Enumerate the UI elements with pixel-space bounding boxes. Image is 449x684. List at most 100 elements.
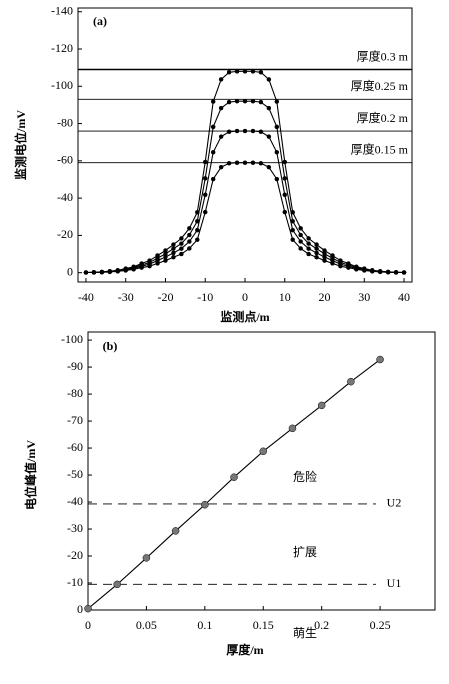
y-tick-label: -120: [51, 41, 73, 55]
data-point: [314, 242, 319, 247]
data-point: [201, 500, 209, 509]
data-point: [210, 99, 216, 104]
data-point: [242, 98, 248, 104]
data-point: [282, 209, 288, 215]
data-point: [226, 70, 232, 75]
data-point: [306, 236, 311, 241]
series-line: [85, 100, 405, 274]
data-point: [115, 269, 121, 274]
data-point: [226, 99, 232, 105]
data-point: [195, 237, 200, 242]
data-point: [234, 160, 240, 165]
y-tick-label: -30: [67, 521, 83, 535]
data-point: [282, 159, 288, 165]
data-point: [266, 134, 272, 139]
data-point: [258, 99, 264, 105]
data-point: [242, 128, 248, 134]
x-tick-label: 0.15: [253, 618, 274, 632]
data-point: [202, 209, 208, 215]
y-axis-label: 电位峰值/mV: [23, 440, 38, 510]
data-point: [290, 227, 295, 233]
data-point: [155, 261, 160, 266]
y-tick-label: -140: [51, 3, 73, 17]
data-point: [131, 267, 136, 272]
data-point: [210, 176, 216, 182]
data-point: [298, 239, 303, 244]
x-tick-label: -10: [197, 290, 213, 304]
data-point: [210, 124, 216, 130]
x-tick-label: -30: [118, 290, 134, 304]
data-point: [298, 246, 303, 251]
y-tick-label: 0: [77, 602, 83, 616]
reference-label: U1: [387, 576, 402, 590]
data-point: [362, 268, 367, 273]
data-point: [306, 251, 311, 257]
y-tick-label: -70: [67, 413, 83, 427]
data-point: [242, 160, 248, 165]
y-tick-label: -10: [67, 575, 83, 589]
x-tick-label: 0.05: [136, 618, 157, 632]
data-point: [330, 261, 335, 266]
region-label: 危险: [293, 469, 317, 484]
data-point: [274, 150, 280, 155]
y-tick-label: -90: [67, 359, 83, 373]
plot-frame: [87, 331, 436, 611]
x-tick-label: 10: [279, 290, 291, 304]
data-point: [234, 98, 240, 104]
reference-label: U2: [387, 496, 402, 510]
data-point: [179, 236, 184, 241]
x-axis-label: 监测点/m: [220, 309, 269, 324]
data-point: [202, 192, 208, 198]
data-point: [393, 270, 399, 275]
data-point: [218, 105, 224, 111]
data-point: [171, 242, 176, 247]
data-point: [298, 226, 303, 231]
x-tick-label: 0.25: [370, 618, 391, 632]
data-point: [266, 77, 272, 82]
data-point: [226, 161, 232, 166]
data-point: [218, 134, 224, 139]
data-point: [202, 159, 208, 165]
data-point: [83, 270, 89, 275]
data-point: [142, 554, 151, 562]
x-tick-label: -40: [78, 290, 94, 304]
data-point: [84, 604, 92, 613]
y-tick-label: -60: [67, 440, 83, 454]
data-point: [163, 258, 168, 263]
data-point: [369, 269, 375, 274]
x-tick-label: -20: [157, 290, 173, 304]
data-point: [250, 69, 256, 74]
data-point: [179, 241, 184, 246]
x-tick-label: 40: [398, 290, 410, 304]
data-point: [250, 160, 256, 165]
y-tick-label: -40: [67, 494, 83, 508]
panel-label: (b): [103, 339, 118, 353]
data-point: [113, 580, 121, 589]
data-point: [218, 164, 224, 170]
data-point: [171, 254, 176, 260]
data-point: [242, 69, 248, 74]
x-tick-label: 0.1: [197, 618, 212, 632]
data-point: [234, 128, 240, 134]
data-point: [187, 239, 192, 244]
series-line: [85, 162, 405, 274]
x-tick-label: 20: [319, 290, 331, 304]
x-tick-label: 0: [242, 290, 248, 304]
data-point: [210, 150, 216, 155]
data-point: [314, 250, 319, 256]
data-point: [259, 447, 268, 456]
data-point: [322, 258, 327, 263]
x-tick-label: 30: [358, 290, 370, 304]
data-point: [346, 265, 351, 270]
data-point: [298, 232, 303, 238]
data-point: [226, 129, 232, 135]
data-point: [258, 129, 264, 135]
data-point: [195, 227, 200, 233]
data-point: [266, 105, 272, 111]
reference-label: 厚度0.3 m: [357, 48, 409, 63]
y-tick-label: 0: [67, 264, 73, 278]
reference-label: 厚度0.15 m: [351, 141, 409, 156]
data-point: [258, 70, 264, 75]
data-point: [376, 355, 384, 364]
